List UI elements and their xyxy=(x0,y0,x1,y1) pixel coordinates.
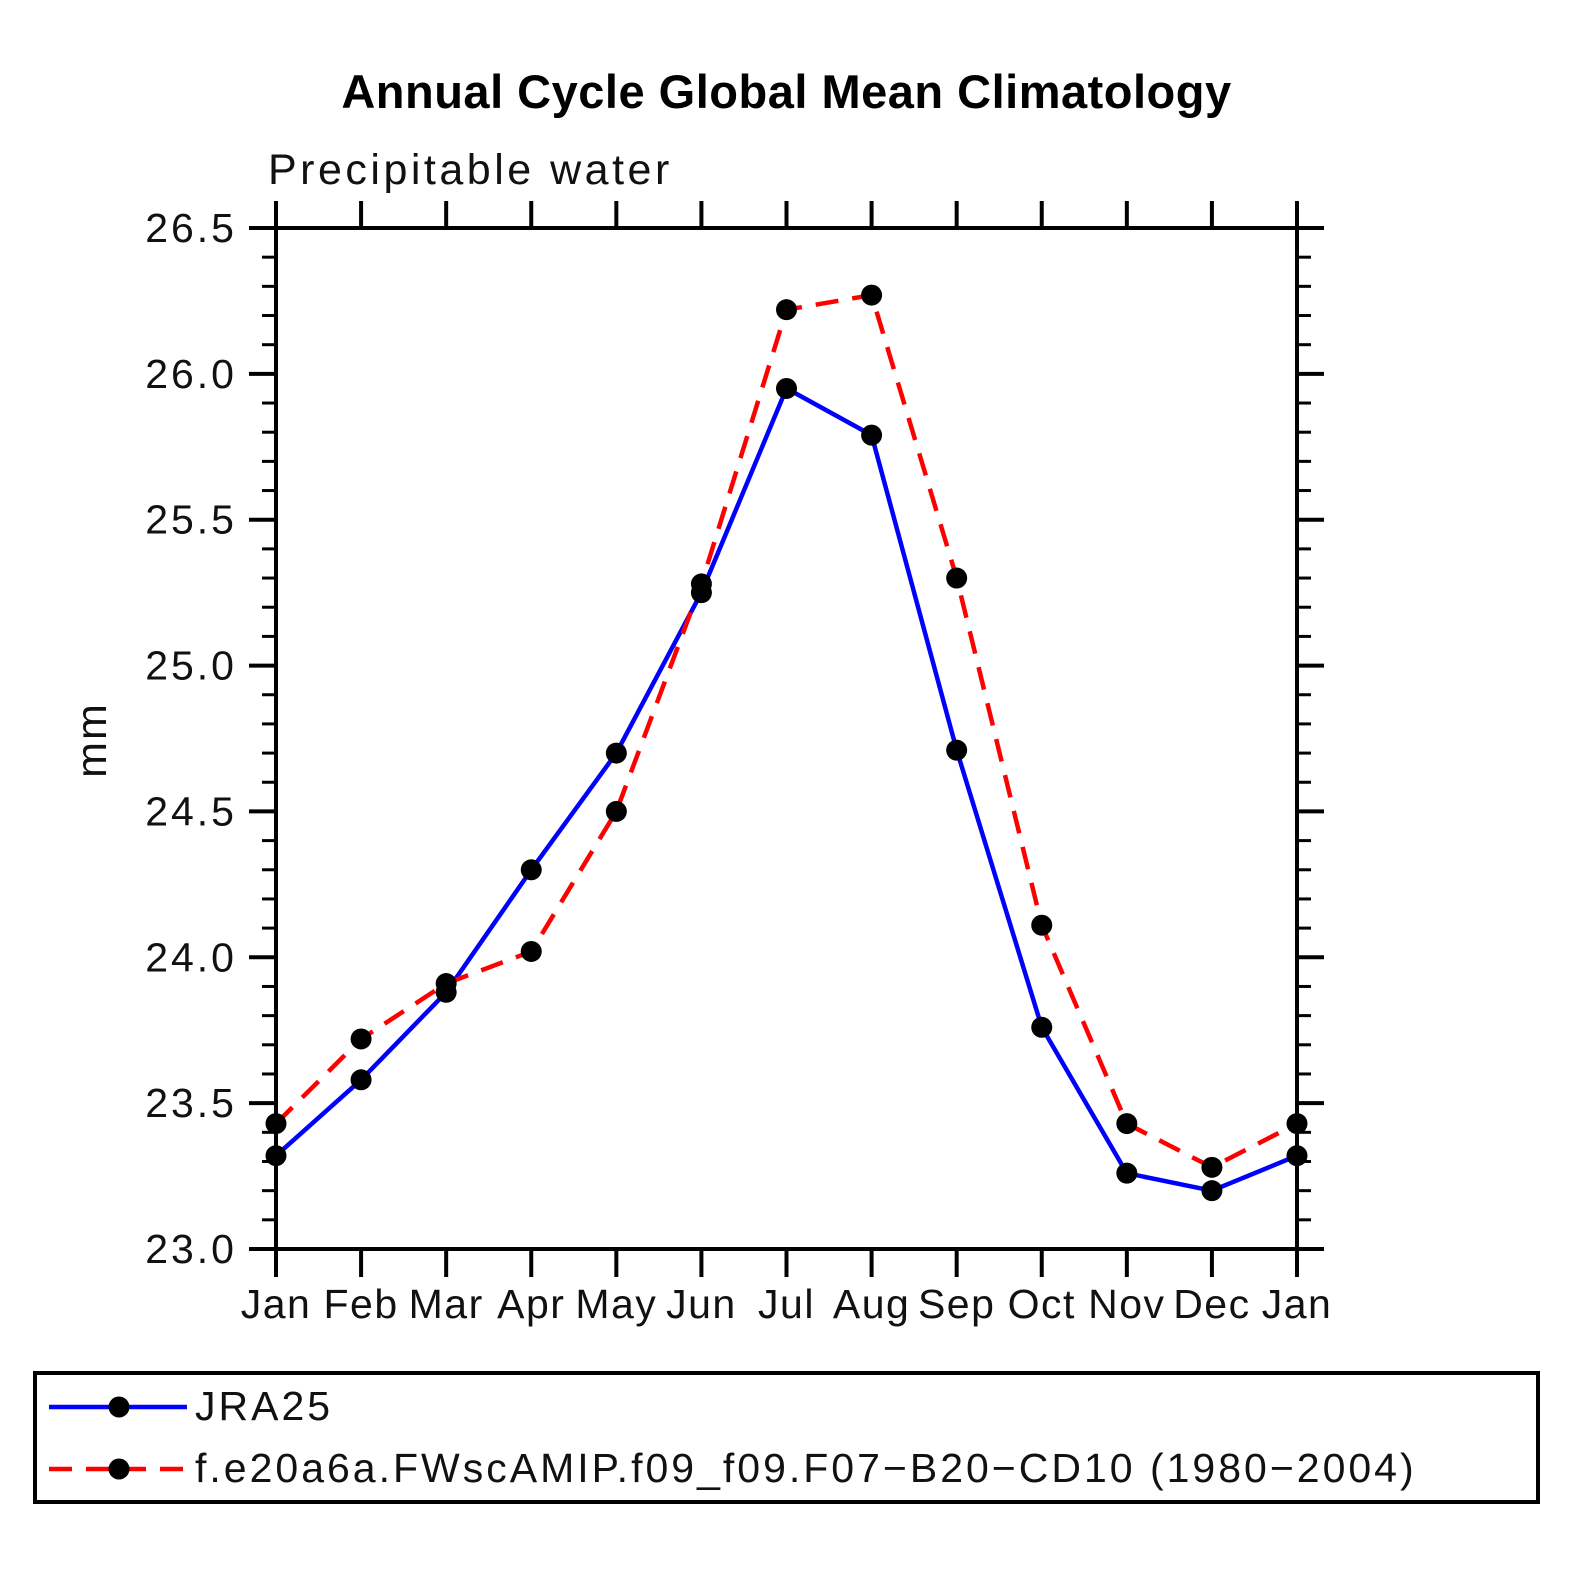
legend-label-jra25: JRA25 xyxy=(195,1383,334,1429)
series-line-jra25 xyxy=(274,386,1298,1193)
x-axis-month-label: Sep xyxy=(918,1281,995,1327)
y-axis-tick-label: 26.5 xyxy=(145,205,237,251)
chart-title: Annual Cycle Global Mean Climatology xyxy=(341,65,1232,118)
y-axis-tick-label: 24.5 xyxy=(145,788,237,834)
x-axis-month-label: Dec xyxy=(1173,1281,1250,1327)
x-axis-month-label: Nov xyxy=(1088,1281,1165,1327)
data-point-marker-model xyxy=(435,973,457,995)
y-axis-tick-label: 25.0 xyxy=(145,643,237,689)
data-point-marker-model xyxy=(1116,1113,1138,1135)
data-point-marker-model xyxy=(690,573,712,595)
data-point-marker-model xyxy=(520,940,542,962)
y-axis-title: mm xyxy=(67,702,116,778)
data-point-marker-model xyxy=(265,1113,287,1135)
x-axis-month-label: Oct xyxy=(1008,1281,1076,1327)
x-axis-month-label: Aug xyxy=(833,1281,910,1327)
legend-marker-dot xyxy=(108,1458,130,1479)
data-point-marker-jra25 xyxy=(1286,1145,1308,1167)
legend-sample-solid-line xyxy=(49,1396,187,1417)
legend-row-jra25: JRA25 xyxy=(43,1376,1536,1438)
series-line-model xyxy=(274,292,1299,1170)
data-point-marker-jra25 xyxy=(265,1145,287,1167)
x-axis-month-label: Jun xyxy=(666,1281,737,1327)
data-point-marker-jra25 xyxy=(520,859,542,881)
chart-subtitle: Precipitable water xyxy=(268,146,673,194)
y-axis-tick-label: 23.0 xyxy=(145,1226,237,1272)
x-axis-month-label: Mar xyxy=(409,1281,484,1327)
x-axis-month-label: Apr xyxy=(497,1281,565,1327)
data-point-marker-jra25 xyxy=(861,424,883,446)
y-axis-tick-label: 24.0 xyxy=(145,934,237,980)
legend-row-model: f.e20a6a.FWscAMIP.f09_f09.F07−B20−CD10 (… xyxy=(43,1438,1536,1500)
data-point-marker-model xyxy=(861,284,883,306)
data-point-marker-jra25 xyxy=(946,739,968,761)
x-axis-month-label: Jul xyxy=(758,1281,815,1327)
legend-box: JRA25 f.e20a6a.FWscAMIP.f09_f09.F07−B20−… xyxy=(33,1371,1540,1504)
data-point-marker-jra25 xyxy=(1031,1016,1053,1038)
x-axis-month-label: Feb xyxy=(324,1281,399,1327)
legend-label-model: f.e20a6a.FWscAMIP.f09_f09.F07−B20−CD10 (… xyxy=(195,1445,1417,1491)
y-axis-tick-label: 23.5 xyxy=(145,1080,237,1126)
data-point-marker-model xyxy=(776,299,797,321)
data-point-marker-model xyxy=(1201,1156,1223,1178)
legend-sample-dashed-line xyxy=(49,1458,187,1479)
x-axis-month-label: Jan xyxy=(1262,1281,1333,1327)
data-point-marker-model xyxy=(605,800,627,822)
x-axis-month-label: May xyxy=(575,1281,657,1327)
data-point-marker-model xyxy=(946,567,968,589)
data-point-marker-jra25 xyxy=(1116,1162,1138,1184)
y-axis-tick-label: 25.5 xyxy=(145,497,237,543)
data-point-marker-jra25 xyxy=(605,742,627,764)
y-axis-tick-label: 26.0 xyxy=(145,351,237,397)
data-point-marker-jra25 xyxy=(1201,1180,1223,1202)
data-point-marker-model xyxy=(350,1028,372,1050)
data-point-marker-model xyxy=(1286,1113,1308,1135)
data-point-marker-model xyxy=(1031,914,1053,936)
data-point-marker-jra25 xyxy=(350,1069,372,1091)
data-point-marker-jra25 xyxy=(776,377,797,399)
x-axis-month-label: Jan xyxy=(241,1281,312,1327)
legend-marker-dot xyxy=(108,1396,130,1417)
